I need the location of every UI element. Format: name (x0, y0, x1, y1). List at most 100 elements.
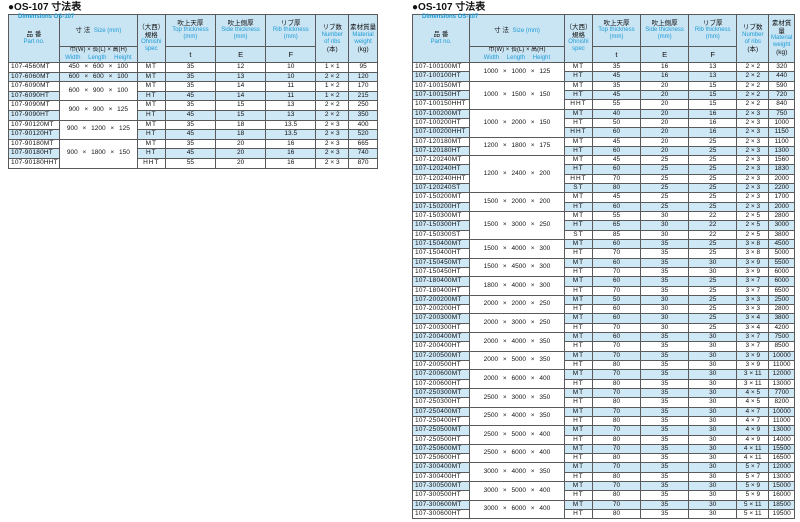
weight-cell: 10000 (768, 406, 795, 417)
header-weight-unit: (kg) (357, 45, 369, 53)
top-thickness-cell: 55 (591, 210, 642, 222)
weight-cell: 10000 (768, 350, 795, 362)
side-thickness-cell: 35 (640, 359, 690, 371)
rib-count-cell: 2 × 3 (736, 117, 770, 129)
spec-cell: MT (564, 369, 593, 380)
table-row: 107-100100MT 1000 × 1000 × 125 MT 35 16 13 2 ×… (412, 61, 795, 82)
header-weight: 素材質量 Material weight (kg) (768, 14, 795, 63)
table-row: 107-200500HT HT 80 35 30 3 × 9 11000 (412, 359, 795, 371)
part-no-cell: 107-300600HT (412, 508, 470, 520)
rib-thickness-cell: 15 (688, 80, 738, 91)
table-row: 107-150450HT HT 70 35 30 3 × 9 6000 (412, 266, 795, 278)
table-row: 107-300600HT HT 80 35 30 5 × 11 19500 (412, 508, 795, 520)
header-part-no: 品 番 Part no. (8, 14, 60, 63)
top-thickness-cell: 60 (591, 238, 642, 250)
weight-cell: 8500 (768, 341, 795, 352)
spec-cell: HHT (564, 127, 593, 138)
top-thickness-cell: 85 (591, 229, 642, 240)
weight-cell: 7500 (768, 332, 795, 343)
header-side-en: Side thickness (645, 27, 684, 34)
size-cell: 900 × 1800 × 150 (58, 138, 138, 169)
rib-thickness-cell: 25 (688, 136, 738, 147)
weight-cell: 400 (348, 119, 378, 131)
symbol-t: t (189, 49, 192, 59)
part-no-cell: 107-250500HT (412, 434, 470, 445)
rib-count-cell: 4 × 11 (736, 443, 770, 455)
part-no-cell: 107-300400HT (412, 471, 470, 483)
part-no-cell: 107-6090MT (8, 81, 60, 92)
part-no-cell: 107-90180MT (8, 138, 60, 150)
size-cell: 2500 × 3000 × 350 (468, 387, 566, 408)
part-no-cell: 107-200300MT (412, 313, 470, 324)
side-thickness-cell: 35 (640, 285, 690, 296)
rib-count-cell: 2 × 3 (315, 138, 350, 150)
side-thickness-cell: 25 (640, 155, 690, 166)
table-row: 107-300600MT 3000 × 6000 × 400 MT 70 35 30 5 ×… (412, 499, 795, 520)
rib-count-cell: 2 × 5 (736, 210, 770, 222)
side-thickness-cell: 35 (640, 397, 690, 408)
weight-cell: 1150 (768, 127, 795, 138)
rib-thickness-cell: 30 (688, 481, 738, 492)
rib-thickness-cell: 25 (688, 322, 738, 334)
side-thickness-cell: 35 (640, 425, 690, 436)
side-thickness-cell: 30 (640, 322, 690, 334)
header-top-thickness: 吹上天厚 Top thickness (mm) (164, 14, 216, 47)
weight-cell: 520 (348, 129, 378, 140)
header-part-no-ja: 品 番 (433, 31, 449, 39)
top-thickness-cell: 70 (591, 499, 642, 511)
table-row: 107-150400MT 1500 × 4000 × 300 MT 60 35 25 3 ×… (412, 238, 795, 259)
top-thickness-cell: 70 (591, 387, 642, 399)
size-cell: 2000 × 2000 × 250 (468, 294, 566, 315)
rib-thickness-cell: 30 (688, 406, 738, 417)
header-ribs-en1: Number (742, 31, 764, 38)
rib-count-cell: 3 × 7 (736, 276, 770, 287)
size-cell: 1000 × 1000 × 125 (468, 62, 566, 82)
top-thickness-cell: 55 (164, 157, 216, 169)
size-cell: 1500 × 2000 × 200 (468, 192, 566, 212)
top-thickness-cell: 70 (591, 248, 642, 259)
header-side-thickness: 吹上側厚 Side thickness (mm) (640, 14, 690, 47)
top-thickness-cell: 70 (591, 322, 642, 334)
table-title: ●OS-107 寸法表 Dimensions OS-107 (8, 2, 378, 20)
weight-cell: 120 (348, 71, 378, 83)
rib-thickness-cell: 30 (688, 490, 738, 501)
header-symbol-f: F (688, 46, 738, 63)
size-cell: 450 × 600 × 100 (58, 62, 138, 73)
weight-cell: 14000 (768, 434, 795, 445)
top-thickness-cell: 45 (164, 129, 216, 140)
rib-thickness-cell: 25 (688, 304, 738, 315)
rib-count-cell: 2 × 2 (736, 99, 770, 110)
table-row: 107-150450MT 1500 × 4500 × 300 MT 60 35 30 3 ×… (412, 257, 795, 278)
header-top-unit: (mm) (609, 34, 624, 41)
weight-cell: 2000 (768, 201, 795, 213)
part-no-cell: 107-300600MT (412, 499, 470, 511)
side-thickness-cell: 14 (214, 90, 267, 102)
weight-cell: 6000 (768, 266, 795, 278)
size-cell: 600 × 900 × 100 (58, 81, 138, 102)
part-no-cell: 107-180400HT (412, 285, 470, 296)
weight-cell: 1300 (768, 145, 795, 157)
header-spec-en2: spec (572, 46, 585, 52)
weight-cell: 350 (348, 109, 378, 121)
spec-cell: MT (564, 387, 593, 399)
side-thickness-cell: 25 (640, 173, 690, 185)
spec-cell: HT (564, 471, 593, 483)
dimensions-table: 品 番 Part no. 寸 法 Size (mm) （大西） 規格 Ohnis… (412, 14, 795, 520)
rib-thickness-cell: 30 (688, 266, 738, 278)
header-ribs-ja: リブ数 (743, 24, 763, 31)
symbol-t: t (615, 49, 618, 59)
side-thickness-cell: 20 (214, 138, 267, 150)
part-no-cell: 107-100100MT (412, 61, 470, 73)
rib-count-cell: 5 × 11 (736, 508, 770, 520)
rib-thickness-cell: 25 (688, 276, 738, 287)
weight-cell: 95 (348, 62, 378, 73)
table-row: 107-6090MT 600 × 900 × 100 MT 35 14 11 1 × 2 17… (8, 81, 378, 102)
header-weight-ja: 素材質量 (350, 24, 377, 31)
rib-thickness-cell: 30 (688, 443, 738, 455)
top-thickness-cell: 80 (591, 471, 642, 483)
table-row: 107-150400HT HT 70 35 25 3 × 8 5000 (412, 248, 795, 259)
top-thickness-cell: 80 (591, 183, 642, 194)
weight-cell: 2200 (768, 183, 795, 194)
rib-thickness-cell: 30 (688, 499, 738, 511)
header-ribs-en2: of ribs (324, 38, 341, 45)
